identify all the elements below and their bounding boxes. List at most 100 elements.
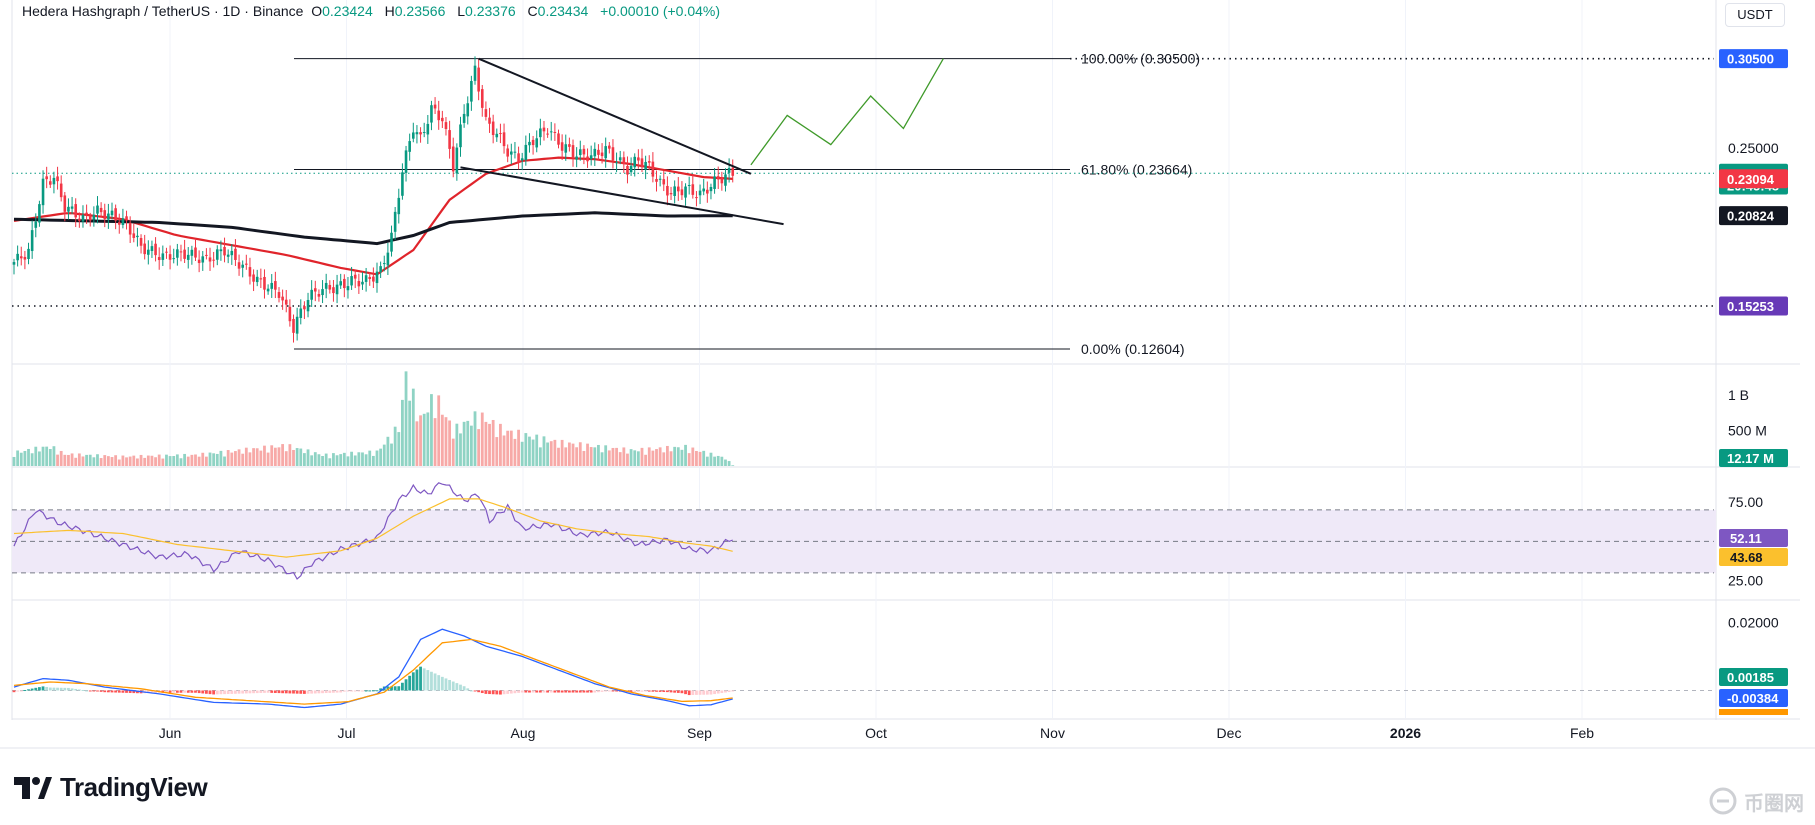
volume-bar (669, 451, 673, 466)
change-value: +0.00010 (+0.04%) (600, 3, 721, 19)
candle-body (332, 287, 335, 294)
macd-histogram-bar (361, 690, 364, 692)
currency-unit-button[interactable]: USDT (1725, 3, 1785, 27)
candle-body (448, 130, 451, 149)
macd-histogram-bar (350, 690, 353, 692)
candle-body (176, 249, 179, 258)
candle-body (136, 235, 139, 238)
macd-histogram-bar (506, 690, 510, 694)
watermark: 币圈网 (1708, 786, 1804, 816)
candle-body (542, 127, 546, 132)
macd-histogram-bar (676, 690, 680, 693)
macd-histogram-bar (368, 690, 372, 692)
macd-histogram-bar (208, 690, 212, 695)
wedge-upper-line (478, 57, 752, 175)
high-label: H (384, 3, 395, 19)
candle-body (16, 253, 19, 261)
candle-body (12, 262, 16, 265)
volume-bar (477, 429, 481, 466)
candle-body (99, 207, 103, 213)
tradingview-logo-text: TradingView (60, 772, 208, 802)
macd-histogram-bar (88, 690, 92, 692)
volume-bar (219, 450, 223, 466)
macd-histogram-bar (223, 690, 226, 695)
volume-bar (346, 456, 350, 466)
volume-bar (244, 447, 248, 466)
volume-bar (567, 442, 571, 466)
macd-histogram-bar (571, 690, 575, 693)
price-tag (1719, 296, 1788, 316)
candle-body (724, 174, 727, 186)
candle-body (183, 249, 186, 259)
macd-histogram-bar (495, 690, 499, 695)
macd-histogram-bar (698, 690, 702, 695)
candle-body (676, 186, 680, 192)
candle-body (633, 156, 637, 168)
volume-bar (299, 448, 303, 466)
volume-bar (520, 441, 524, 466)
macd-histogram-bar (371, 690, 375, 692)
volume-bar (132, 455, 136, 466)
macd-histogram-bar (357, 690, 361, 692)
macd-histogram-bar (484, 690, 488, 694)
macd-histogram-bar (310, 690, 314, 694)
candle-body (23, 256, 27, 260)
macd-histogram-bar (48, 687, 52, 691)
candle-body (731, 167, 735, 176)
candle-body (219, 249, 223, 252)
candle-body (651, 161, 655, 177)
macd-histogram-bar (419, 666, 422, 691)
macd-histogram-bar (230, 690, 234, 694)
candle-body (132, 233, 136, 238)
macd-histogram-bar (557, 690, 560, 693)
macd-histogram-bar (724, 690, 727, 693)
macd-histogram-bar (215, 690, 219, 695)
volume-bar (422, 413, 426, 466)
volume-bar (484, 421, 488, 466)
volume-bar (41, 446, 45, 466)
volume-bar (615, 447, 618, 466)
macd-series-line (13, 628, 733, 709)
volume-bar (266, 452, 270, 466)
volume-bar (698, 451, 702, 466)
volume-bar (724, 459, 727, 466)
macd-histogram-bar (687, 690, 691, 696)
candle-body (255, 276, 259, 283)
time-tick-label: Nov (1040, 725, 1065, 741)
tradingview-logo[interactable]: TradingView (14, 772, 208, 803)
volume-bar (437, 395, 441, 466)
volume-bar (687, 453, 691, 466)
candle-body (430, 105, 433, 123)
macd-histogram-bar (549, 690, 553, 693)
candle-body (600, 152, 604, 157)
volume-bar (524, 433, 528, 466)
macd-histogram-bar (444, 678, 448, 691)
volume-bar (593, 447, 597, 466)
open-value: 0.23424 (322, 3, 373, 19)
volume-bar (502, 435, 506, 466)
volume-bar (303, 453, 306, 466)
volume-bar (248, 452, 252, 466)
macd-histogram-bar (553, 690, 557, 693)
candle-body (321, 289, 324, 296)
candle-body (197, 259, 201, 264)
candle-body (408, 141, 411, 152)
candle-body (644, 161, 647, 170)
volume-tick-label: 1 B (1728, 387, 1749, 403)
rsi-value-label: 52.11 (1730, 531, 1762, 546)
macd-signal-tag (1719, 709, 1788, 715)
macd-histogram-bar (175, 690, 179, 693)
candle-body (557, 133, 560, 145)
candle-body (709, 187, 713, 192)
candle-body (491, 121, 495, 136)
volume-bar (310, 455, 314, 466)
candle-body (520, 158, 524, 161)
macd-histogram-bar (437, 675, 441, 691)
candle-body (139, 238, 143, 246)
candle-body (615, 162, 618, 164)
macd-histogram-bar (201, 690, 205, 694)
macd-histogram-bar (313, 690, 317, 694)
macd-histogram-bar (204, 690, 208, 694)
macd-histogram-bar (611, 690, 615, 692)
